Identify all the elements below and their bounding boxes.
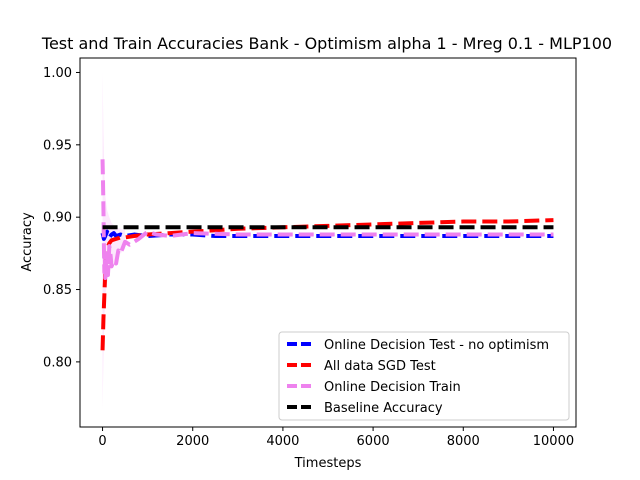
y-tick-label: 0.95 bbox=[43, 138, 72, 153]
y-axis-title: Accuracy bbox=[20, 212, 35, 272]
plot-area bbox=[100, 72, 554, 410]
axes-frame bbox=[79, 57, 577, 428]
legend-box bbox=[278, 331, 570, 421]
x-tick-label: 6000 bbox=[357, 434, 390, 449]
y-tick-label: 0.90 bbox=[43, 211, 72, 226]
x-axis: 0 2000 4000 6000 8000 10000 bbox=[98, 427, 574, 449]
x-tick-label: 2000 bbox=[176, 434, 209, 449]
legend-label-0: Online Decision Test - no optimism bbox=[324, 338, 549, 353]
legend-label-3: Baseline Accuracy bbox=[324, 401, 443, 416]
chart-title: Test and Train Accuracies Bank - Optimis… bbox=[41, 34, 612, 53]
series-line-2 bbox=[100, 159, 554, 280]
x-tick-label: 10000 bbox=[533, 434, 574, 449]
x-tick-label: 0 bbox=[98, 434, 106, 449]
legend-label-2: Online Decision Train bbox=[324, 380, 461, 395]
x-axis-title: Timesteps bbox=[294, 456, 362, 471]
x-tick-label: 8000 bbox=[447, 434, 480, 449]
y-tick-label: 0.85 bbox=[43, 283, 72, 298]
legend: Online Decision Test - no optimism All da… bbox=[278, 331, 570, 421]
y-tick-label: 0.80 bbox=[43, 355, 72, 370]
y-tick-label: 1.00 bbox=[43, 66, 72, 81]
legend-label-1: All data SGD Test bbox=[324, 359, 436, 374]
x-tick-label: 4000 bbox=[266, 434, 299, 449]
y-axis: 0.80 0.85 0.90 0.95 1.00 bbox=[43, 66, 80, 370]
